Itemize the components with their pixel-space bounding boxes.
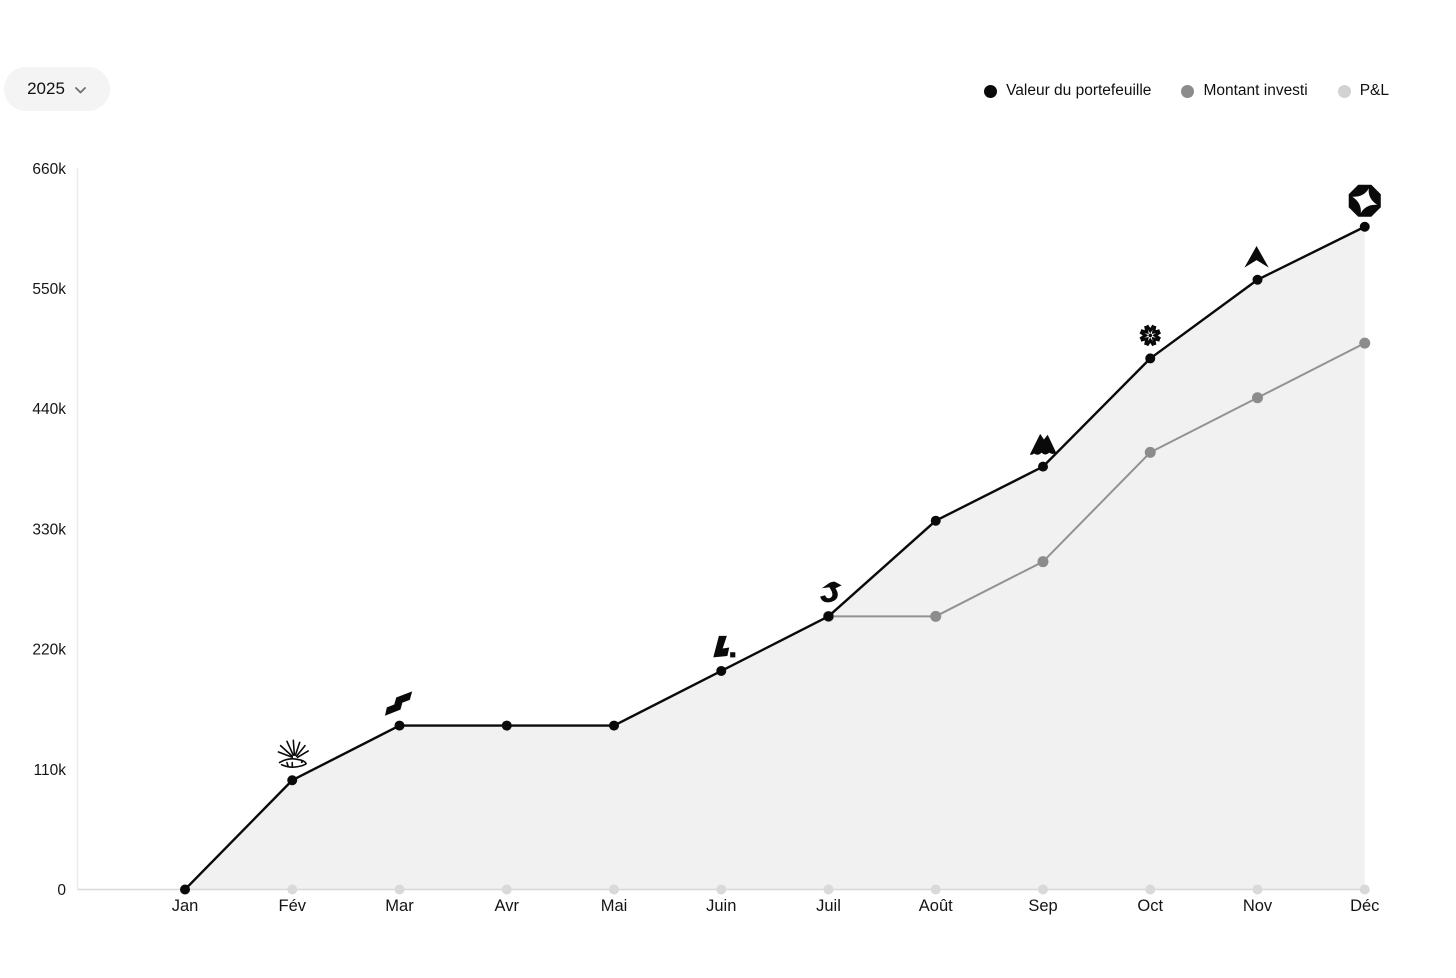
portfolio-area xyxy=(185,226,1365,890)
x-tick-label: Oct xyxy=(1137,897,1163,915)
portfolio-point[interactable] xyxy=(180,884,190,895)
mountain-logo-icon[interactable] xyxy=(1029,433,1057,455)
portfolio-point[interactable] xyxy=(823,611,834,622)
portfolio-point[interactable] xyxy=(394,720,405,731)
portfolio-legend-label: Valeur du portefeuille xyxy=(1006,82,1152,99)
invested-point[interactable] xyxy=(1359,337,1371,349)
y-tick-label: 330k xyxy=(32,521,66,538)
legend-item-portfolio[interactable]: Valeur du portefeuille xyxy=(984,82,1151,100)
portfolio-line xyxy=(184,225,1366,891)
letter-l-logo-icon[interactable] xyxy=(713,635,736,658)
year-label: 2025 xyxy=(27,79,65,98)
x-tick-label: Juin xyxy=(706,897,736,915)
pnl-point[interactable] xyxy=(609,884,619,895)
pnl-point[interactable] xyxy=(1145,884,1156,895)
y-tick-label: 440k xyxy=(32,401,66,418)
invested-point[interactable] xyxy=(930,610,942,622)
pnl-legend-dot xyxy=(1337,84,1351,98)
y-tick-label: 660k xyxy=(32,161,66,178)
x-tick-label: Nov xyxy=(1243,897,1273,915)
x-tick-label: Mar xyxy=(385,897,414,915)
y-tick-label: 110k xyxy=(34,762,67,779)
portfolio-legend-dot xyxy=(984,84,998,98)
portfolio-point[interactable] xyxy=(501,720,512,731)
invested-legend-dot xyxy=(1181,84,1195,98)
x-tick-label: Août xyxy=(919,897,953,915)
y-tick-label: 220k xyxy=(32,642,66,659)
legend-item-pnl[interactable]: P&L xyxy=(1337,82,1389,100)
portfolio-point[interactable] xyxy=(930,515,941,526)
pnl-point[interactable] xyxy=(501,884,512,895)
pnl-point[interactable] xyxy=(1038,884,1048,895)
double-parallelogram-icon[interactable] xyxy=(384,691,413,716)
x-tick-label: Mai xyxy=(601,897,628,915)
invested-point[interactable] xyxy=(1037,556,1049,568)
chevron-down-icon xyxy=(74,84,87,96)
portfolio-point[interactable] xyxy=(1359,221,1370,232)
portfolio-point[interactable] xyxy=(716,665,727,676)
y-tick-label: 0 xyxy=(57,882,66,899)
legend-item-invested[interactable]: Montant investi xyxy=(1181,82,1308,100)
legend: Valeur du portefeuille Montant investi P… xyxy=(984,82,1389,100)
pnl-point[interactable] xyxy=(823,884,834,895)
pnl-point[interactable] xyxy=(1252,884,1263,895)
x-tick-label: Juil xyxy=(816,897,841,915)
portfolio-point[interactable] xyxy=(287,775,298,786)
x-tick-label: Déc xyxy=(1350,897,1379,915)
pnl-point[interactable] xyxy=(930,884,941,895)
portfolio-point[interactable] xyxy=(1145,353,1156,364)
year-dropdown[interactable]: 2025 xyxy=(4,67,110,111)
portfolio-point[interactable] xyxy=(609,720,619,731)
pnl-point[interactable] xyxy=(716,884,727,895)
x-tick-label: Fév xyxy=(278,897,306,915)
bird-logo-icon[interactable] xyxy=(820,581,842,603)
pnl-legend-label: P&L xyxy=(1359,82,1389,99)
x-tick-label: Jan xyxy=(172,897,199,915)
invested-point[interactable] xyxy=(1144,446,1156,458)
snowflake-logo-icon[interactable] xyxy=(1139,324,1162,347)
y-tick-label: 550k xyxy=(32,281,66,298)
invested-line xyxy=(828,342,1366,618)
pnl-point[interactable] xyxy=(394,884,405,895)
pnl-point[interactable] xyxy=(1359,884,1370,895)
octagon-star-logo-icon[interactable] xyxy=(1348,184,1381,217)
invested-point[interactable] xyxy=(1252,392,1263,404)
portfolio-point[interactable] xyxy=(1038,461,1048,472)
portfolio-point[interactable] xyxy=(1252,274,1263,285)
pnl-point[interactable] xyxy=(287,884,298,895)
invested-legend-label: Montant investi xyxy=(1203,82,1308,99)
x-tick-label: Avr xyxy=(495,897,520,915)
x-tick-label: Sep xyxy=(1028,897,1057,915)
stealth-arrow-logo-icon[interactable] xyxy=(1244,246,1269,268)
porcupine-sketch-icon[interactable] xyxy=(277,739,309,768)
